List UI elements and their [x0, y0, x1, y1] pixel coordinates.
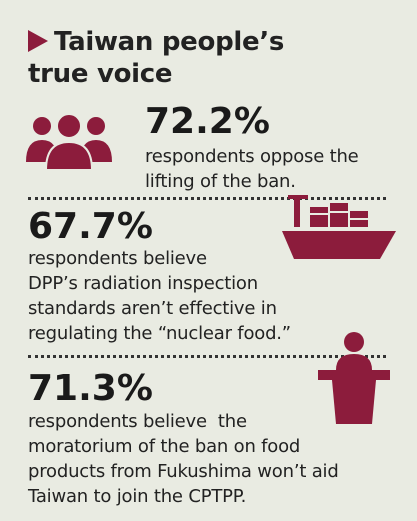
stat-value: 71.3%	[28, 368, 153, 409]
stat-text: lifting of the ban.	[145, 171, 296, 192]
people-icon	[26, 113, 112, 171]
stat-text: respondents oppose the	[145, 146, 359, 167]
stat-text: respondents believe	[28, 248, 207, 269]
stat-text: Taiwan to join the CPTPP.	[28, 486, 247, 507]
stat-text: regulating the “nuclear food.”	[28, 323, 291, 344]
title-line: true voice	[28, 59, 173, 89]
stat-text: moratorium of the ban on food	[28, 436, 301, 457]
separator	[28, 197, 386, 200]
stat-text: respondents believe the	[28, 411, 247, 432]
podium-icon	[318, 332, 390, 424]
stat-value: 67.7%	[28, 206, 153, 247]
stat-value: 72.2%	[145, 101, 270, 142]
stat-text: standards aren’t effective in	[28, 298, 277, 319]
ship-icon	[282, 195, 396, 259]
stat-text: DPP’s radiation inspection	[28, 273, 258, 294]
stat-text: products from Fukushima won’t aid	[28, 461, 339, 482]
separator	[28, 355, 386, 358]
title-line: Taiwan people’s	[54, 27, 285, 57]
title-marker	[28, 30, 48, 52]
